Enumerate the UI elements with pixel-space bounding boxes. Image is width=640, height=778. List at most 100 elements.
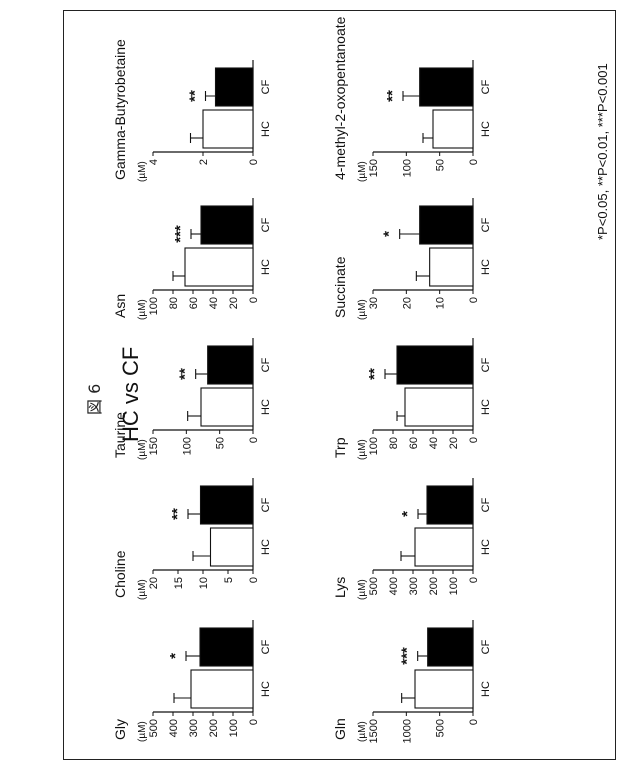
chart-title: Gamma-Butyrobetaine xyxy=(112,39,128,180)
category-label-cf: CF xyxy=(480,639,492,654)
category-label-hc: HC xyxy=(480,681,492,697)
bar-cf xyxy=(426,485,474,525)
y-tick-label: 100 xyxy=(181,437,193,455)
y-tick-label: 20 xyxy=(228,297,240,309)
category-label-cf: CF xyxy=(480,217,492,232)
y-tick-label: 0 xyxy=(468,719,480,725)
chart-2: Taurine (µM) 0 50 100 150 HC CF ** xyxy=(112,338,272,460)
y-tick-label: 0 xyxy=(248,297,260,303)
y-tick-label: 200 xyxy=(428,577,440,595)
y-tick-label: 1000 xyxy=(401,719,413,743)
y-axis-unit-label: (µM) xyxy=(357,579,368,600)
chart-title: Taurine xyxy=(112,412,128,458)
y-tick-label: 150 xyxy=(148,437,160,455)
chart-title: Trp xyxy=(332,437,348,458)
y-tick-label: 20 xyxy=(448,437,460,449)
category-label-cf: CF xyxy=(260,79,272,94)
y-tick-label: 400 xyxy=(168,719,180,737)
significance-marker: *** xyxy=(399,647,416,665)
y-tick-label: 30 xyxy=(368,297,380,309)
bar-cf xyxy=(396,345,474,385)
y-tick-label: 50 xyxy=(215,437,227,449)
y-axis-unit-label: (µM) xyxy=(137,439,148,460)
y-tick-label: 300 xyxy=(188,719,200,737)
category-label-hc: HC xyxy=(260,259,272,275)
y-tick-label: 0 xyxy=(468,437,480,443)
chart-5: Gln (µM) 0 500 1000 1500 HC CF *** xyxy=(332,620,492,743)
figure-frame xyxy=(63,10,616,760)
category-label-cf: CF xyxy=(260,497,272,512)
bar-hc xyxy=(184,247,254,287)
bar-cf xyxy=(419,67,474,107)
category-label-cf: CF xyxy=(260,217,272,232)
y-axis-unit-label: (µM) xyxy=(137,299,148,320)
y-tick-label: 150 xyxy=(368,159,380,177)
y-tick-label: 0 xyxy=(468,159,480,165)
y-tick-label: 10 xyxy=(198,577,210,589)
bar-cf xyxy=(199,627,254,667)
y-tick-label: 20 xyxy=(401,297,413,309)
category-label-hc: HC xyxy=(480,121,492,137)
chart-6: Lys (µM) 0 100 200 300 400 500 HC CF * xyxy=(332,478,492,600)
significance-marker: * xyxy=(167,653,184,659)
significance-marker: *** xyxy=(172,225,189,243)
y-tick-label: 500 xyxy=(368,577,380,595)
bar-hc xyxy=(432,109,474,149)
y-tick-label: 100 xyxy=(148,297,160,315)
y-tick-label: 0 xyxy=(248,159,260,165)
chart-title: Gln xyxy=(332,718,348,740)
y-tick-label: 80 xyxy=(168,297,180,309)
bar-hc xyxy=(200,387,254,427)
bar-cf xyxy=(427,627,474,667)
y-tick-label: 15 xyxy=(173,577,185,589)
rotated-figure-content: 図 6 HC vs CF *P<0.05, **P<0.01, ***P<0.0… xyxy=(63,10,616,760)
chart-7: Trp (µM) 0 20 40 60 80 100 HC CF ** xyxy=(332,338,492,460)
y-axis-unit-label: (µM) xyxy=(137,161,148,182)
y-tick-label: 80 xyxy=(388,437,400,449)
category-label-cf: CF xyxy=(260,639,272,654)
y-axis-unit-label: (µM) xyxy=(137,579,148,600)
y-tick-label: 400 xyxy=(388,577,400,595)
bar-cf xyxy=(419,205,474,245)
bar-hc xyxy=(414,669,474,709)
chart-title: Succinate xyxy=(332,256,348,318)
y-tick-label: 100 xyxy=(368,437,380,455)
chart-1: Choline (µM) 0 5 10 15 20 HC CF ** xyxy=(112,478,272,600)
bar-hc xyxy=(209,527,254,567)
chart-0: Gly (µM) 0 100 200 300 400 500 HC CF * xyxy=(112,620,272,742)
significance-marker: ** xyxy=(384,90,401,102)
chart-3: Asn (µM) 0 20 40 60 80 100 HC CF *** xyxy=(112,198,272,320)
y-tick-label: 500 xyxy=(148,719,160,737)
y-tick-label: 0 xyxy=(468,297,480,303)
y-axis-unit-label: (µM) xyxy=(357,439,368,460)
y-tick-label: 40 xyxy=(428,437,440,449)
y-tick-label: 2 xyxy=(198,159,210,165)
y-tick-label: 5 xyxy=(223,577,235,583)
y-tick-label: 0 xyxy=(248,719,260,725)
y-tick-label: 200 xyxy=(208,719,220,737)
category-label-hc: HC xyxy=(260,681,272,697)
chart-title: Asn xyxy=(112,294,128,318)
category-label-hc: HC xyxy=(260,121,272,137)
category-label-cf: CF xyxy=(480,497,492,512)
bar-cf xyxy=(207,345,254,385)
y-tick-label: 500 xyxy=(435,719,447,737)
y-tick-label: 4 xyxy=(148,159,160,165)
category-label-hc: HC xyxy=(480,399,492,415)
significance-marker: ** xyxy=(177,368,194,380)
category-label-cf: CF xyxy=(480,79,492,94)
bar-hc xyxy=(202,109,254,149)
y-tick-label: 10 xyxy=(435,297,447,309)
significance-marker: * xyxy=(399,511,416,517)
bar-cf xyxy=(199,485,254,525)
y-tick-label: 100 xyxy=(448,577,460,595)
y-tick-label: 0 xyxy=(248,437,260,443)
y-tick-label: 0 xyxy=(248,577,260,583)
y-tick-label: 40 xyxy=(208,297,220,309)
y-axis-unit-label: (µM) xyxy=(357,299,368,320)
bar-hc xyxy=(190,669,254,709)
chart-title: Choline xyxy=(112,550,128,598)
y-axis-unit-label: (µM) xyxy=(137,721,148,742)
y-tick-label: 100 xyxy=(401,159,413,177)
category-label-hc: HC xyxy=(260,539,272,555)
